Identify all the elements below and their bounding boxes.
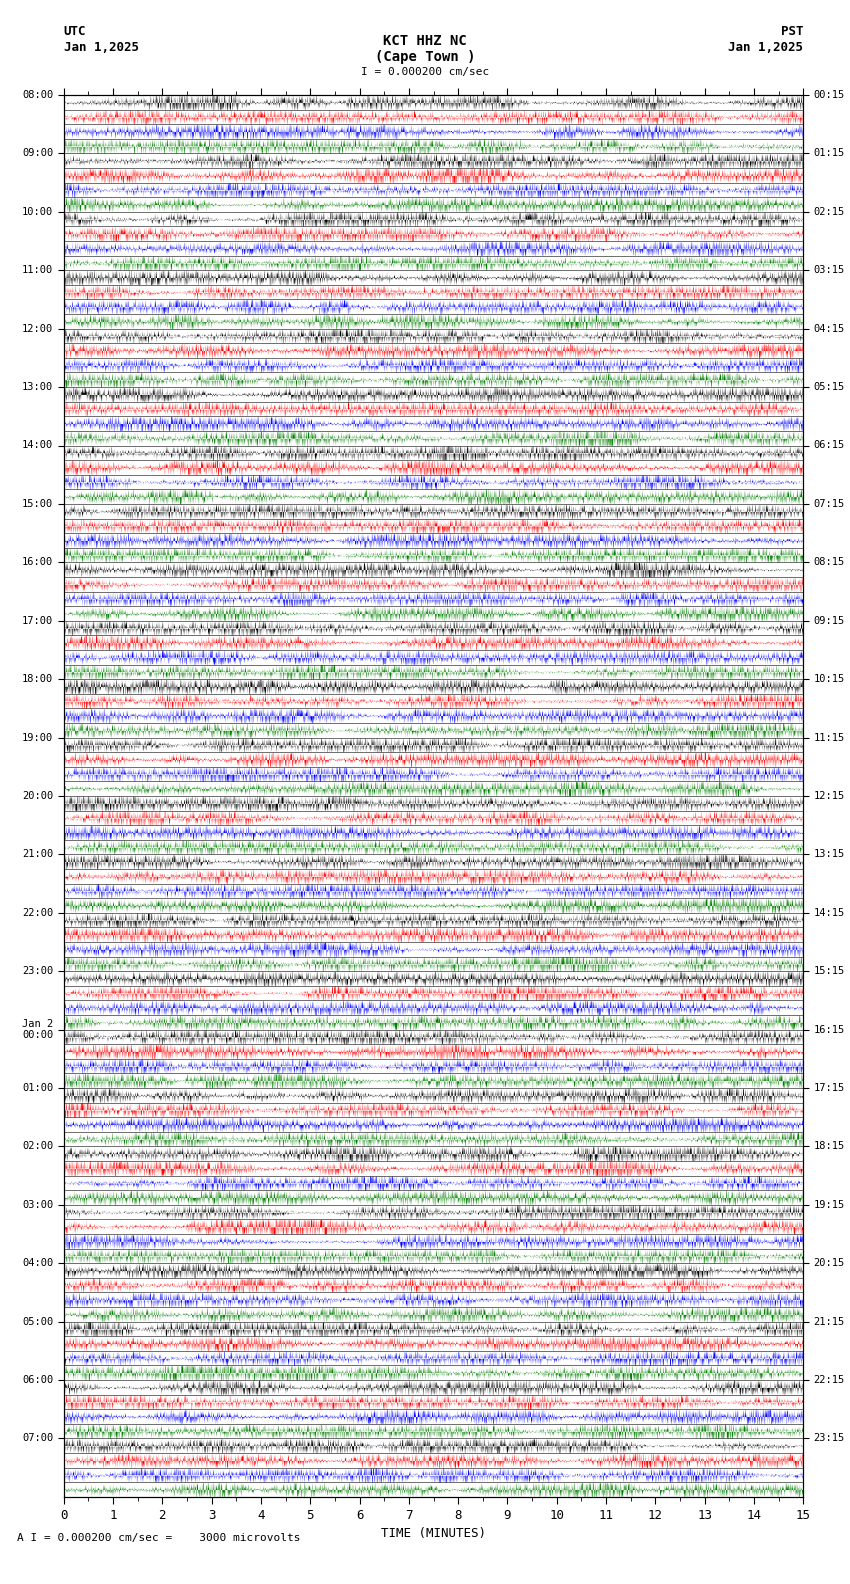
Text: PST: PST (781, 25, 803, 38)
Text: Jan 1,2025: Jan 1,2025 (64, 41, 139, 54)
Text: I = 0.000200 cm/sec: I = 0.000200 cm/sec (361, 67, 489, 78)
Text: A I = 0.000200 cm/sec =    3000 microvolts: A I = 0.000200 cm/sec = 3000 microvolts (17, 1533, 301, 1543)
Text: (Cape Town ): (Cape Town ) (375, 49, 475, 63)
Text: Jan 1,2025: Jan 1,2025 (728, 41, 803, 54)
X-axis label: TIME (MINUTES): TIME (MINUTES) (381, 1527, 486, 1540)
Text: UTC: UTC (64, 25, 86, 38)
Text: KCT HHZ NC: KCT HHZ NC (383, 33, 467, 48)
